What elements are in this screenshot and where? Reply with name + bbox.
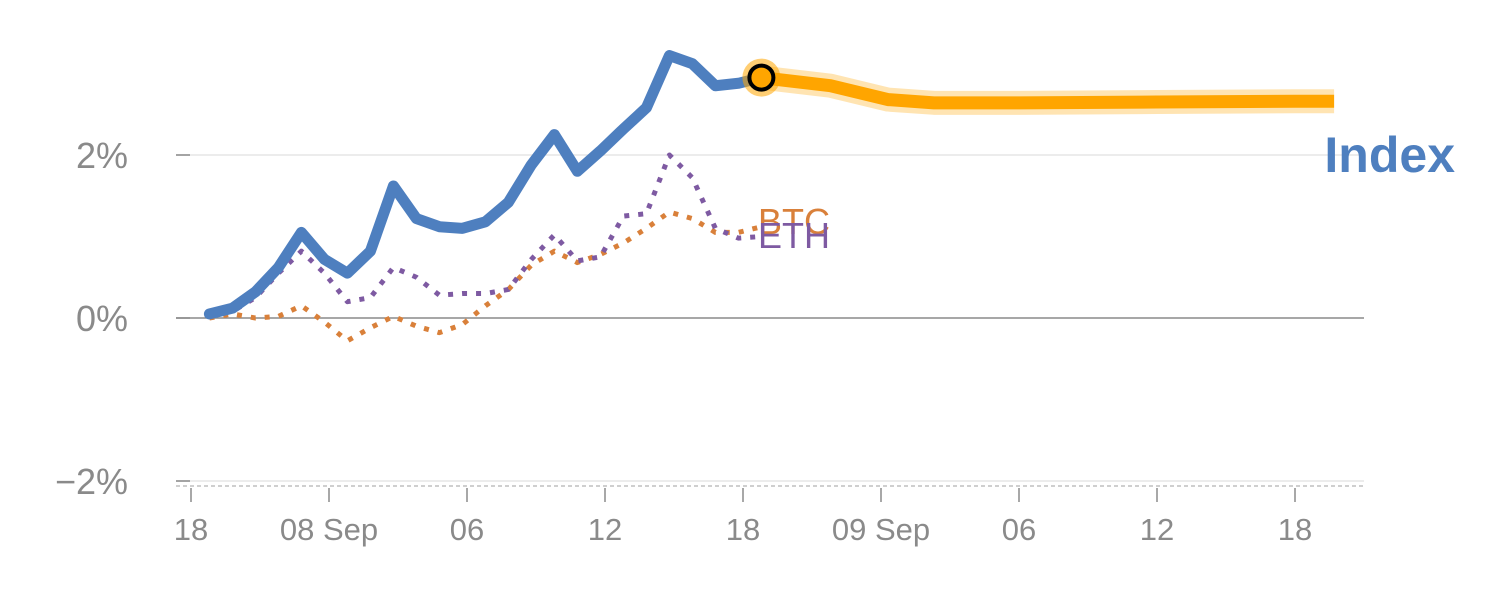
series-line-index — [203, 50, 767, 320]
x-tick-label-7: 12 — [1140, 512, 1174, 547]
forecast-line — [760, 71, 1335, 110]
y-tick-label-2: −2% — [55, 461, 128, 502]
y-tick-label-1: 0% — [76, 298, 128, 339]
x-tick-label-6: 06 — [1002, 512, 1036, 547]
axis-layer: 2% 0% −2% 18 08 Sep 06 12 18 09 Sep 06 12 18 — [55, 135, 1364, 547]
forecast-layer — [742, 58, 1335, 115]
label-layer: Index BTC ETH — [758, 127, 1455, 256]
series-layer — [203, 50, 767, 344]
grid-layer — [176, 154, 1364, 482]
x-tick-label-8: 18 — [1278, 512, 1312, 547]
x-tick-label-2: 06 — [450, 512, 484, 547]
x-tick-label-5: 09 Sep — [832, 512, 930, 547]
series-line-eth — [209, 152, 762, 317]
series-label-index: Index — [1324, 127, 1455, 183]
x-tick-label-0: 18 — [174, 512, 208, 547]
x-tick-label-3: 12 — [588, 512, 622, 547]
y-tick-label-0: 2% — [76, 135, 128, 176]
x-tick-label-1: 08 Sep — [280, 512, 378, 547]
series-label-eth: ETH — [758, 215, 830, 256]
series-line-btc — [208, 209, 763, 344]
x-tick-label-4: 18 — [726, 512, 760, 547]
current-point-marker — [747, 63, 776, 92]
series-label-btc: BTC — [758, 201, 830, 242]
